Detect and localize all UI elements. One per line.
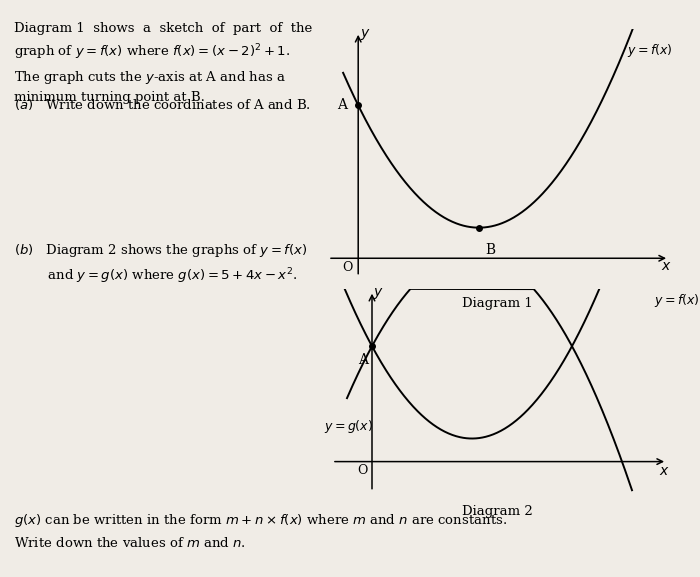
Text: $y = f(x)$: $y = f(x)$ <box>654 291 700 309</box>
Text: $y = g(x)$: $y = g(x)$ <box>325 418 374 436</box>
Text: $g(x)$ can be written in the form $m + n \times f(x)$ where $m$ and $n$ are cons: $g(x)$ can be written in the form $m + n… <box>14 512 508 550</box>
Text: Diagram 1: Diagram 1 <box>461 297 533 310</box>
Text: O: O <box>357 464 368 477</box>
Text: $y$: $y$ <box>360 28 371 43</box>
Text: $x$: $x$ <box>661 259 671 273</box>
Text: $(b)$   Diagram 2 shows the graphs of $y = f(x)$
        and $y = g(x)$ where $g: $(b)$ Diagram 2 shows the graphs of $y =… <box>14 242 307 286</box>
Text: A: A <box>358 353 368 367</box>
Text: $y = f(x)$: $y = f(x)$ <box>626 42 672 59</box>
Text: Diagram 1  shows  a  sketch  of  part  of  the
graph of $y = f(x)$ where $f(x) =: Diagram 1 shows a sketch of part of the … <box>14 22 312 104</box>
Text: $(a)$   Write down the coordinates of A and B.: $(a)$ Write down the coordinates of A an… <box>14 97 311 112</box>
Text: B: B <box>485 243 495 257</box>
Text: Diagram 2: Diagram 2 <box>461 505 533 518</box>
Text: A: A <box>337 98 347 113</box>
Text: O: O <box>342 261 353 274</box>
Text: $x$: $x$ <box>659 464 670 478</box>
Text: $y$: $y$ <box>372 286 384 301</box>
